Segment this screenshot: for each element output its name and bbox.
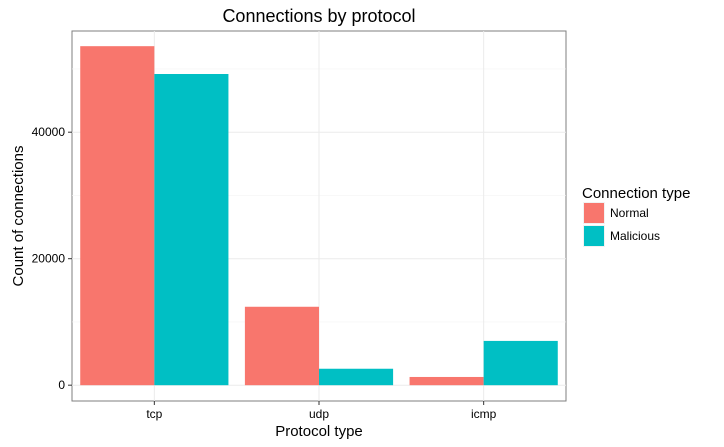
bar-tcp-normal: [80, 46, 155, 386]
x-axis-title: Protocol type: [275, 423, 363, 440]
legend-label-normal: Normal: [610, 206, 649, 220]
y-axis-title: Count of connections: [10, 146, 27, 287]
legend-title: Connection type: [582, 185, 690, 202]
x-tick-label: icmp: [471, 407, 497, 421]
y-tick-label: 0: [58, 378, 65, 392]
x-axis-ticks: tcp udp icmp: [146, 401, 497, 421]
y-tick-label: 20000: [32, 252, 66, 266]
bar-icmp-malicious: [483, 340, 558, 386]
chart-title: Connections by protocol: [222, 6, 415, 26]
bar-tcp-malicious: [154, 74, 229, 386]
bar-udp-normal: [244, 306, 319, 386]
legend: Connection type Normal Malicious: [582, 185, 690, 247]
legend-label-malicious: Malicious: [610, 229, 660, 243]
y-axis-ticks: 0 20000 40000: [32, 125, 72, 392]
x-tick-label: udp: [309, 407, 329, 421]
bar-icmp-normal: [409, 376, 484, 386]
x-tick-label: tcp: [146, 407, 162, 421]
y-tick-label: 40000: [32, 125, 66, 139]
bars: [80, 46, 558, 386]
legend-swatch-malicious: [584, 226, 604, 246]
legend-swatch-normal: [584, 203, 604, 223]
bar-udp-malicious: [319, 368, 394, 386]
